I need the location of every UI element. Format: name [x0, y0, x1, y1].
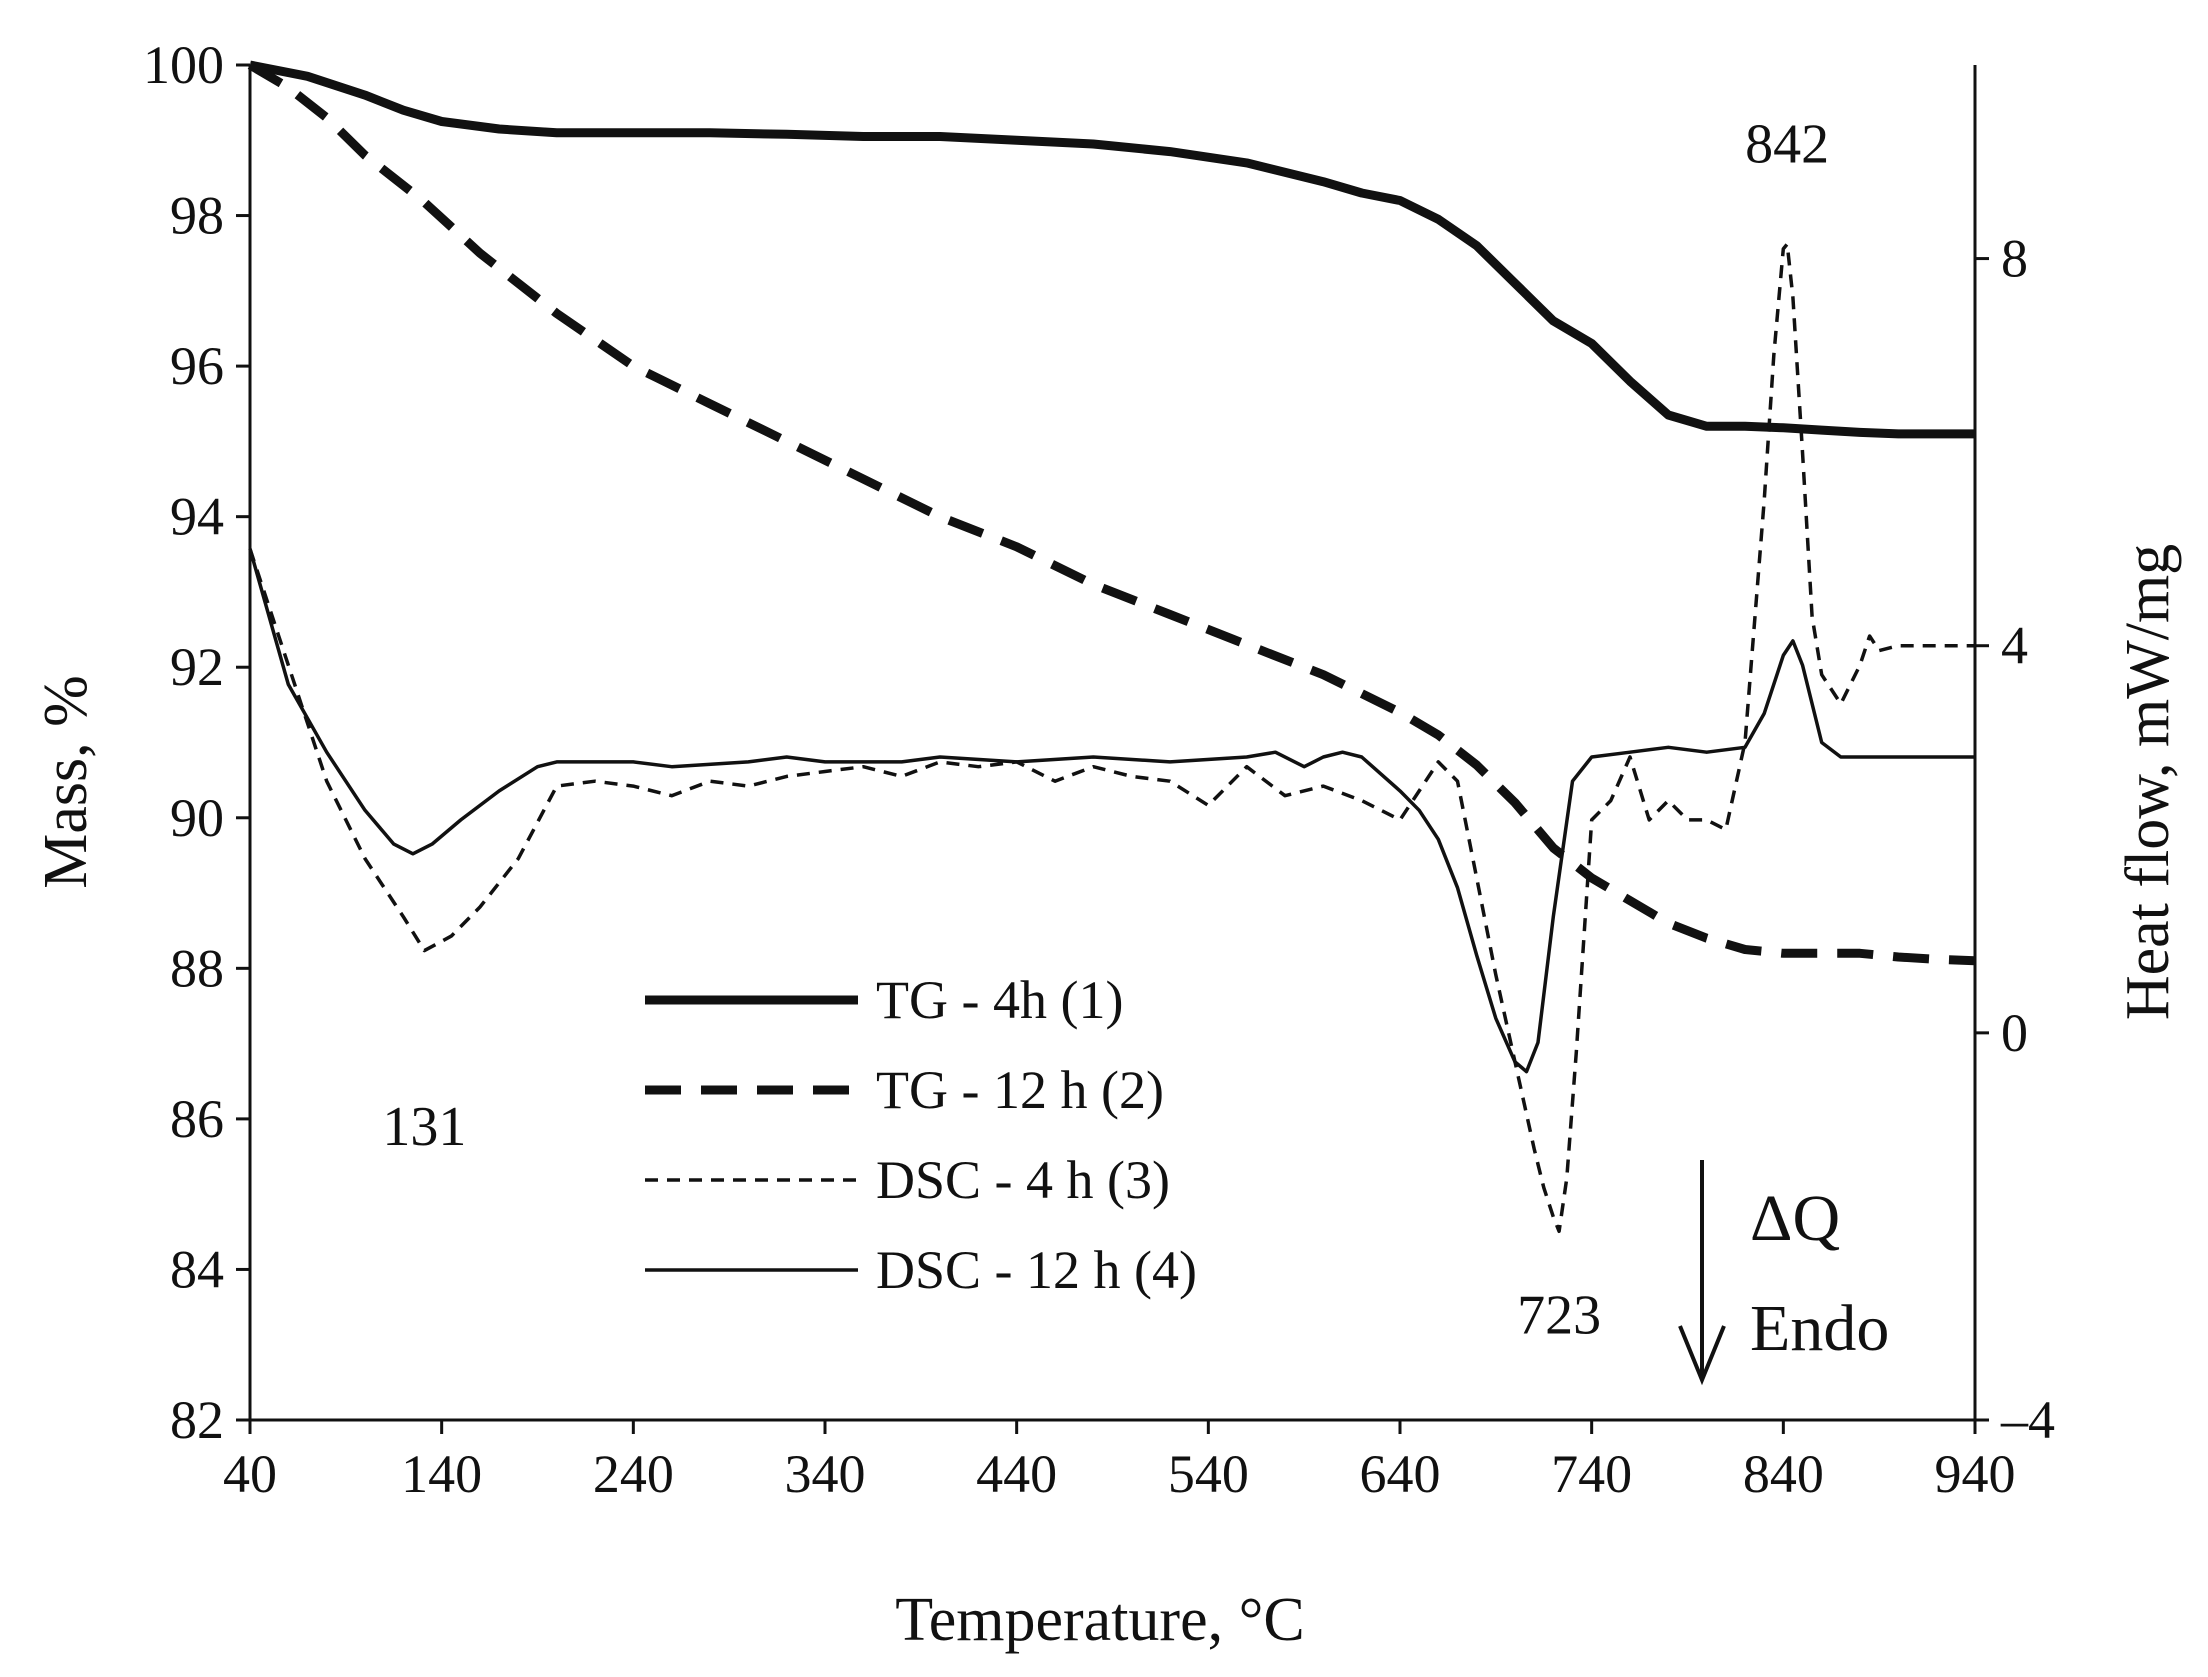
series-layer [247, 60, 1976, 1234]
y-left-tick-label: 92 [170, 637, 224, 697]
endo-text: Endo [1750, 1292, 1889, 1365]
y-left-axis-title: Mass, % [32, 675, 100, 889]
y-right-tick-label: 8 [2001, 229, 2028, 289]
legend-label-1: TG - 4h (1) [876, 970, 1123, 1030]
y-right-tick-label: 4 [2001, 616, 2028, 676]
peak-annotation: 131 [382, 1096, 466, 1158]
ticks-layer: 40 140 240 340 440 540 640 740 840 94082848688909… [143, 35, 2055, 1504]
x-tick-label: 240 [593, 1444, 674, 1504]
x-tick-label: 340 [785, 1444, 866, 1504]
x-tick-label: 540 [1168, 1444, 1249, 1504]
annotations-layer: 131 723 842 [382, 113, 1829, 1346]
legend: TG - 4h (1) TG - 12 h (2) DSC - 4 h (3) DSC… [645, 970, 1197, 1300]
series-line-3 [248, 242, 1975, 1234]
y-left-tick-label: 90 [170, 788, 224, 848]
legend-label-2: TG - 12 h (2) [876, 1060, 1164, 1120]
series-line-2 [247, 61, 1976, 966]
endo-delta-q: ΔQ [1750, 1182, 1840, 1255]
x-tick-label: 40 [223, 1444, 277, 1504]
y-left-tick-label: 98 [170, 186, 224, 246]
endo-arrow-head [1678, 1325, 1726, 1386]
y-left-tick-label: 84 [170, 1239, 224, 1299]
y-left-tick-label: 88 [170, 938, 224, 998]
y-right-axis-title: Heat flow, mW/mg [2114, 544, 2182, 1020]
x-tick-label: 740 [1551, 1444, 1632, 1504]
x-tick-label: 140 [401, 1444, 482, 1504]
series-line-4 [248, 548, 1975, 1074]
series-line-1 [249, 60, 1975, 439]
peak-annotation: 723 [1517, 1285, 1601, 1347]
x-tick-label: 840 [1743, 1444, 1824, 1504]
peak-annotation: 842 [1745, 113, 1829, 175]
y-right-tick-label: –4 [2000, 1390, 2055, 1450]
y-right-tick-label: 0 [2001, 1003, 2028, 1063]
legend-label-3: DSC - 4 h (3) [876, 1150, 1170, 1210]
x-tick-label: 940 [1935, 1444, 2016, 1504]
y-left-tick-label: 96 [170, 336, 224, 396]
legend-label-4: DSC - 12 h (4) [876, 1240, 1197, 1300]
endo-indicator: ΔQ Endo [1678, 1160, 1889, 1386]
x-axis-title: Temperature, °C [895, 1586, 1305, 1654]
y-left-tick-label: 82 [170, 1390, 224, 1450]
plot-frame [248, 65, 1977, 1422]
x-tick-label: 440 [976, 1444, 1057, 1504]
x-tick-label: 640 [1360, 1444, 1441, 1504]
y-left-tick-label: 94 [170, 487, 224, 547]
y-left-tick-label: 86 [170, 1089, 224, 1149]
y-left-tick-label: 100 [143, 35, 224, 95]
